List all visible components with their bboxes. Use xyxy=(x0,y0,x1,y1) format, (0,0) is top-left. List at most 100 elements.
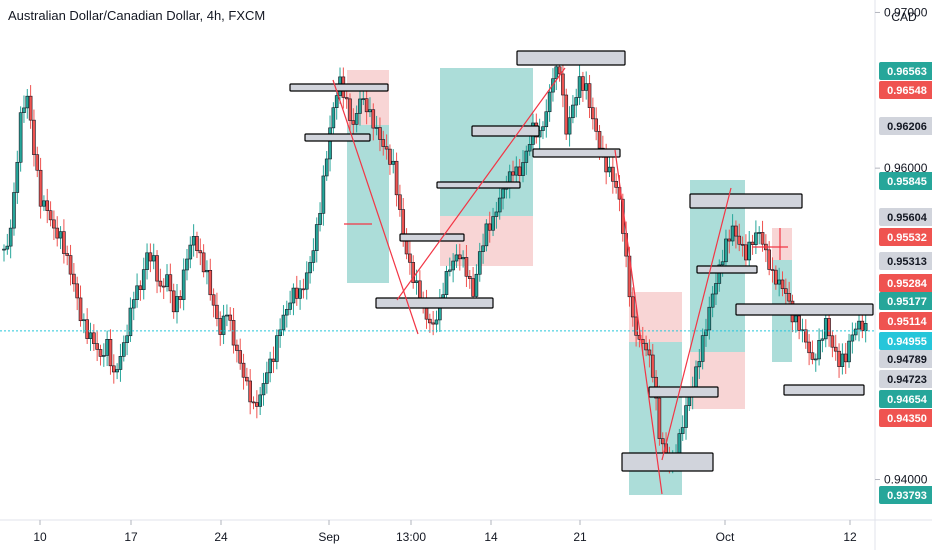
candle[interactable] xyxy=(784,288,788,294)
candle[interactable] xyxy=(318,213,322,225)
candle[interactable] xyxy=(145,252,149,270)
candle[interactable] xyxy=(597,131,602,149)
candle[interactable] xyxy=(817,340,821,360)
level-box[interactable] xyxy=(735,303,874,316)
candle[interactable] xyxy=(231,320,236,346)
candle[interactable] xyxy=(98,349,103,357)
candle[interactable] xyxy=(607,166,612,173)
candle[interactable] xyxy=(364,98,369,113)
candle[interactable] xyxy=(255,402,259,407)
candle[interactable] xyxy=(517,166,522,176)
candle[interactable] xyxy=(191,236,196,246)
candle[interactable] xyxy=(78,297,83,322)
candle[interactable] xyxy=(324,158,329,177)
level-box[interactable] xyxy=(532,148,621,158)
candle[interactable] xyxy=(391,160,396,165)
candle[interactable] xyxy=(471,278,475,297)
candle[interactable] xyxy=(85,319,89,339)
candle[interactable] xyxy=(105,339,109,356)
candle[interactable] xyxy=(797,315,801,331)
candle[interactable] xyxy=(251,401,256,404)
candle[interactable] xyxy=(121,342,126,357)
candle[interactable] xyxy=(807,341,811,354)
candle[interactable] xyxy=(38,169,43,207)
candle[interactable] xyxy=(228,314,233,321)
candle[interactable] xyxy=(660,438,665,445)
candle[interactable] xyxy=(634,316,638,336)
candle[interactable] xyxy=(794,315,798,323)
candle[interactable] xyxy=(511,171,515,176)
candle[interactable] xyxy=(630,296,635,318)
level-box[interactable] xyxy=(689,193,803,209)
candle[interactable] xyxy=(564,94,569,135)
candle[interactable] xyxy=(22,107,26,113)
candle[interactable] xyxy=(587,83,592,108)
candle[interactable] xyxy=(737,235,742,245)
candle[interactable] xyxy=(557,66,562,75)
candle[interactable] xyxy=(225,314,229,317)
candle[interactable] xyxy=(321,175,326,214)
candle[interactable] xyxy=(301,288,306,291)
candle[interactable] xyxy=(42,200,46,207)
candle[interactable] xyxy=(544,111,549,128)
candle[interactable] xyxy=(684,405,688,428)
candle[interactable] xyxy=(288,302,292,310)
candle[interactable] xyxy=(201,252,206,273)
candle[interactable] xyxy=(591,107,595,120)
level-box[interactable] xyxy=(696,265,758,274)
candle[interactable] xyxy=(158,280,163,287)
candle[interactable] xyxy=(837,350,841,367)
candle[interactable] xyxy=(777,279,781,285)
candle[interactable] xyxy=(581,76,585,91)
candle[interactable] xyxy=(2,248,6,251)
level-box[interactable] xyxy=(289,83,389,92)
candle[interactable] xyxy=(434,319,439,325)
candle[interactable] xyxy=(484,223,489,247)
candle[interactable] xyxy=(687,396,692,406)
candle[interactable] xyxy=(830,335,835,348)
candle[interactable] xyxy=(408,253,412,263)
candle[interactable] xyxy=(524,150,529,163)
candle[interactable] xyxy=(198,250,203,254)
candle[interactable] xyxy=(211,294,216,306)
candle[interactable] xyxy=(710,293,715,308)
candle[interactable] xyxy=(281,314,286,331)
candle[interactable] xyxy=(657,397,662,439)
candle[interactable] xyxy=(780,279,785,289)
candle[interactable] xyxy=(481,245,485,252)
candle[interactable] xyxy=(248,380,252,403)
candle[interactable] xyxy=(92,332,96,344)
level-box[interactable] xyxy=(783,384,865,396)
candle[interactable] xyxy=(28,95,33,121)
candle[interactable] xyxy=(411,262,416,283)
candle[interactable] xyxy=(294,287,299,299)
candle[interactable] xyxy=(567,117,572,135)
candle[interactable] xyxy=(314,224,319,251)
candle[interactable] xyxy=(454,254,459,262)
candle[interactable] xyxy=(514,166,519,176)
candle[interactable] xyxy=(48,210,53,221)
candle[interactable] xyxy=(803,329,808,343)
candle[interactable] xyxy=(727,238,732,242)
candle[interactable] xyxy=(221,315,226,335)
candle[interactable] xyxy=(401,209,406,235)
candle[interactable] xyxy=(521,162,525,176)
candle[interactable] xyxy=(55,227,60,239)
trend-line[interactable] xyxy=(396,67,566,301)
candle[interactable] xyxy=(354,113,359,125)
candle[interactable] xyxy=(208,270,213,296)
candle[interactable] xyxy=(235,344,239,351)
candle[interactable] xyxy=(448,269,452,272)
candle[interactable] xyxy=(358,98,362,114)
candle[interactable] xyxy=(32,119,36,155)
candle[interactable] xyxy=(847,340,851,363)
candle[interactable] xyxy=(238,350,243,364)
candle[interactable] xyxy=(823,318,828,340)
candle[interactable] xyxy=(487,223,492,231)
candle[interactable] xyxy=(185,258,189,271)
candle[interactable] xyxy=(740,243,745,246)
candle[interactable] xyxy=(577,76,582,98)
candle[interactable] xyxy=(245,376,249,382)
candle[interactable] xyxy=(151,255,156,262)
candle[interactable] xyxy=(754,232,758,245)
